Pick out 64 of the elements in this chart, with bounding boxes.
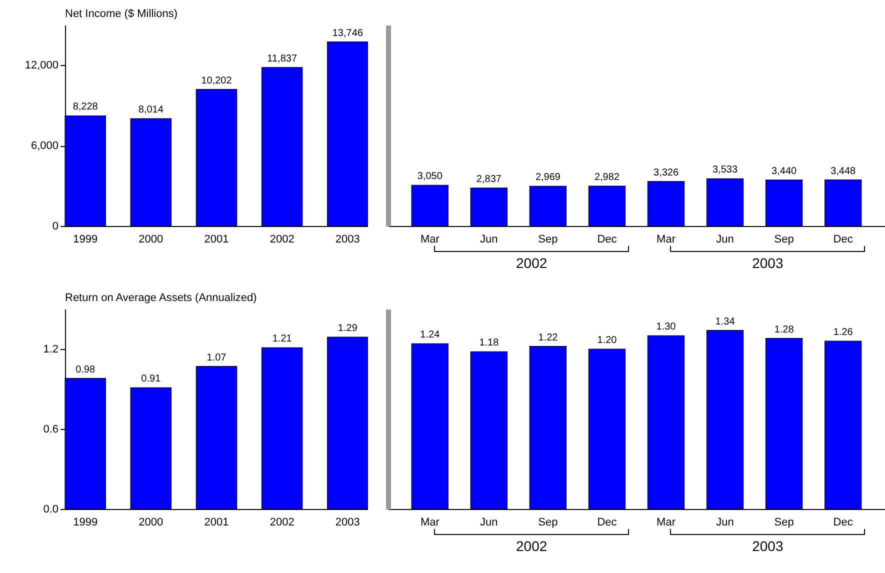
x-tick-label: 2000 [138,516,164,528]
data-label: 0.91 [141,374,162,385]
y-tick-label: 6,000 [30,140,58,152]
data-label: 2,969 [535,172,561,184]
data-label: 3,050 [417,171,443,182]
x-tick-label: Mar [420,516,440,528]
x-tick-label: Jun [480,234,498,246]
data-label: 2,982 [594,172,620,184]
data-label: 3,533 [712,164,738,176]
x-tick-label: Jun [480,516,498,528]
data-label: 1.34 [715,316,736,328]
x-tick-label: 2003 [335,234,360,246]
x-tick-label: Sep [774,234,794,246]
data-label: 1.28 [774,324,794,336]
x-tick-label: Dec [833,234,854,246]
data-label: 1.29 [338,323,358,334]
y-tick-label: 0.0 [43,504,58,516]
x-tick-label: Jun [716,234,734,246]
y-tick-label: 12,000 [24,60,58,72]
text: 2002 [515,538,548,554]
data-label: 1.20 [597,335,618,346]
data-label: 1.24 [420,330,440,341]
chart-title: Return on Average Assets (Annualized) [65,292,257,304]
chart-title: Net Income ($ Millions) [65,8,178,20]
x-tick-label: Sep [538,234,558,246]
data-label: 1.26 [833,327,854,338]
data-label: 1.30 [656,322,676,333]
x-tick-label: Mar [656,234,676,246]
data-label: 3,326 [653,167,679,178]
x-tick-label: 2003 [335,516,360,528]
data-label: 1.18 [479,338,500,349]
data-label: 0.98 [76,364,96,376]
y-tick-label: 0 [52,220,58,232]
y-tick-label: 1.2 [43,344,58,356]
text: 2002 [515,255,548,271]
x-tick-label: 2000 [138,234,164,246]
x-tick-label: 2001 [204,516,229,528]
data-label: 2,837 [476,174,502,185]
data-label: 1.21 [272,334,292,345]
text: 2003 [751,255,784,271]
x-tick-label: 2001 [204,234,229,246]
x-tick-label: 1999 [73,516,98,528]
x-tick-label: Dec [833,516,854,528]
data-label: 10,202 [201,75,232,86]
x-tick-label: Jun [716,516,734,528]
x-tick-label: Mar [420,234,440,246]
x-tick-label: 1999 [73,234,98,246]
data-label: 1.22 [538,332,558,344]
data-label: 1.07 [206,352,227,364]
x-tick-label: Sep [538,516,558,528]
data-label: 13,746 [332,28,364,39]
x-tick-label: Dec [597,234,618,246]
data-label: 8,014 [138,104,164,116]
text: 2003 [751,538,784,554]
x-tick-label: 2002 [270,516,294,528]
x-tick-label: Sep [774,516,794,528]
x-tick-label: 2002 [270,234,294,246]
data-label: 3,440 [772,166,798,177]
data-label: 3,448 [830,166,856,177]
data-label: 11,837 [267,53,298,64]
x-tick-label: Mar [656,516,676,528]
y-tick-label: 0.6 [43,424,58,436]
x-tick-label: Dec [597,516,618,528]
data-label: 8,228 [72,102,98,113]
